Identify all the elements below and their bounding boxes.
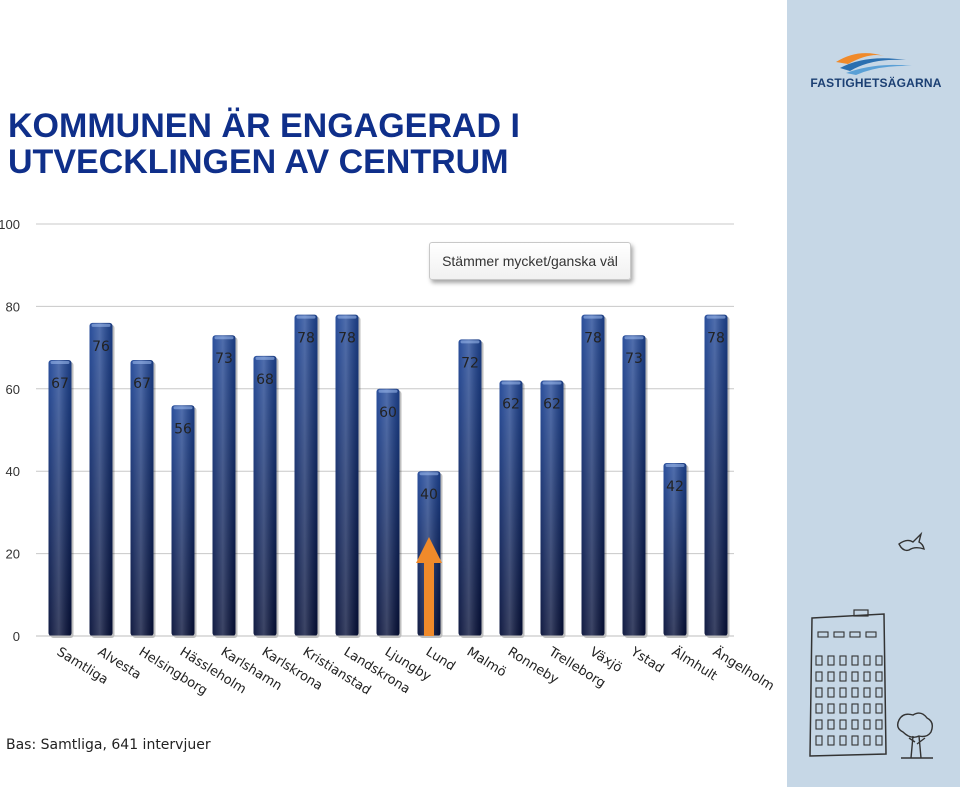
bar-shine (212, 335, 236, 636)
data-label: 76 (92, 339, 110, 355)
data-label: 42 (666, 479, 684, 495)
y-tick-label: 60 (6, 382, 20, 397)
bar-cap (665, 463, 685, 467)
annotation-arrow-head (416, 537, 442, 563)
bar-shine (458, 339, 482, 636)
y-tick-label: 80 (6, 299, 20, 314)
data-label: 78 (707, 331, 725, 347)
bar-shine (89, 322, 113, 636)
bar-shine (499, 380, 523, 636)
bar-shine (294, 314, 318, 636)
building-icon (809, 609, 887, 757)
data-label: 78 (297, 331, 315, 347)
bar-cap (419, 472, 439, 476)
x-tick-label: Älmhult (669, 644, 720, 684)
bar-shine (663, 462, 687, 636)
data-label: 62 (502, 397, 520, 413)
annotation-arrow-shaft (424, 561, 434, 636)
x-tick-label: Malmö (464, 645, 509, 681)
bar-cap (583, 315, 603, 319)
bar-shine (581, 314, 605, 636)
bar-shine (376, 388, 400, 636)
x-tick-label: Ystad (627, 644, 666, 676)
bar-shine (540, 380, 564, 636)
data-label: 62 (543, 397, 561, 413)
data-label: 68 (256, 372, 274, 388)
bar-shine (253, 355, 277, 636)
data-label: 60 (379, 405, 397, 421)
y-tick-label: 100 (0, 217, 20, 232)
data-label: 67 (133, 376, 151, 392)
data-label: 40 (420, 487, 438, 503)
x-tick-label: Ängelholm (710, 644, 777, 694)
y-tick-label: 20 (6, 547, 20, 562)
bar-cap (706, 315, 726, 319)
y-tick-label: 40 (6, 464, 20, 479)
bar-cap (214, 336, 234, 340)
bar-cap (460, 340, 480, 344)
logo-text: FASTIGHETSÄGARNA (810, 76, 942, 90)
legend-entry: Stämmer mycket/ganska väl (442, 253, 618, 269)
bar-cap (378, 389, 398, 393)
data-label: 73 (215, 351, 233, 367)
bar-chart: 02040608010067Samtliga76Alvesta67Helsing… (0, 217, 777, 699)
bird-icon (898, 531, 925, 552)
title-line-2: UTVECKLINGEN AV CENTRUM (8, 143, 509, 181)
bar-shine (704, 314, 728, 636)
page-title: KOMMUNEN ÄR ENGAGERAD I UTVECKLINGEN AV … (8, 108, 768, 180)
logo: FASTIGHETSÄGARNA (806, 46, 946, 96)
bar-shine (171, 405, 195, 636)
bar-cap (50, 360, 70, 364)
bar-shine (335, 314, 359, 636)
data-label: 56 (174, 421, 192, 437)
data-label: 78 (338, 331, 356, 347)
title-line-1: KOMMUNEN ÄR ENGAGERAD I (8, 107, 520, 145)
bar-cap (132, 360, 152, 364)
bar-cap (91, 323, 111, 327)
data-label: 72 (461, 355, 479, 371)
bar-cap (337, 315, 357, 319)
footnote: Bas: Samtliga, 641 intervjuer (6, 737, 211, 753)
logo-waves-icon (836, 53, 912, 75)
y-tick-label: 0 (13, 629, 20, 644)
bar-cap (501, 381, 521, 385)
data-label: 73 (625, 351, 643, 367)
bar-cap (173, 406, 193, 410)
data-label: 78 (584, 331, 602, 347)
bar-cap (542, 381, 562, 385)
bar-cap (624, 336, 644, 340)
bar-shine (622, 335, 646, 636)
tree-icon (896, 712, 934, 759)
data-label: 67 (51, 376, 69, 392)
bar-shine (48, 359, 72, 636)
bar-cap (255, 356, 275, 360)
bar-shine (130, 359, 154, 636)
bar-cap (296, 315, 316, 319)
legend: Stämmer mycket/ganska väl (429, 242, 631, 280)
